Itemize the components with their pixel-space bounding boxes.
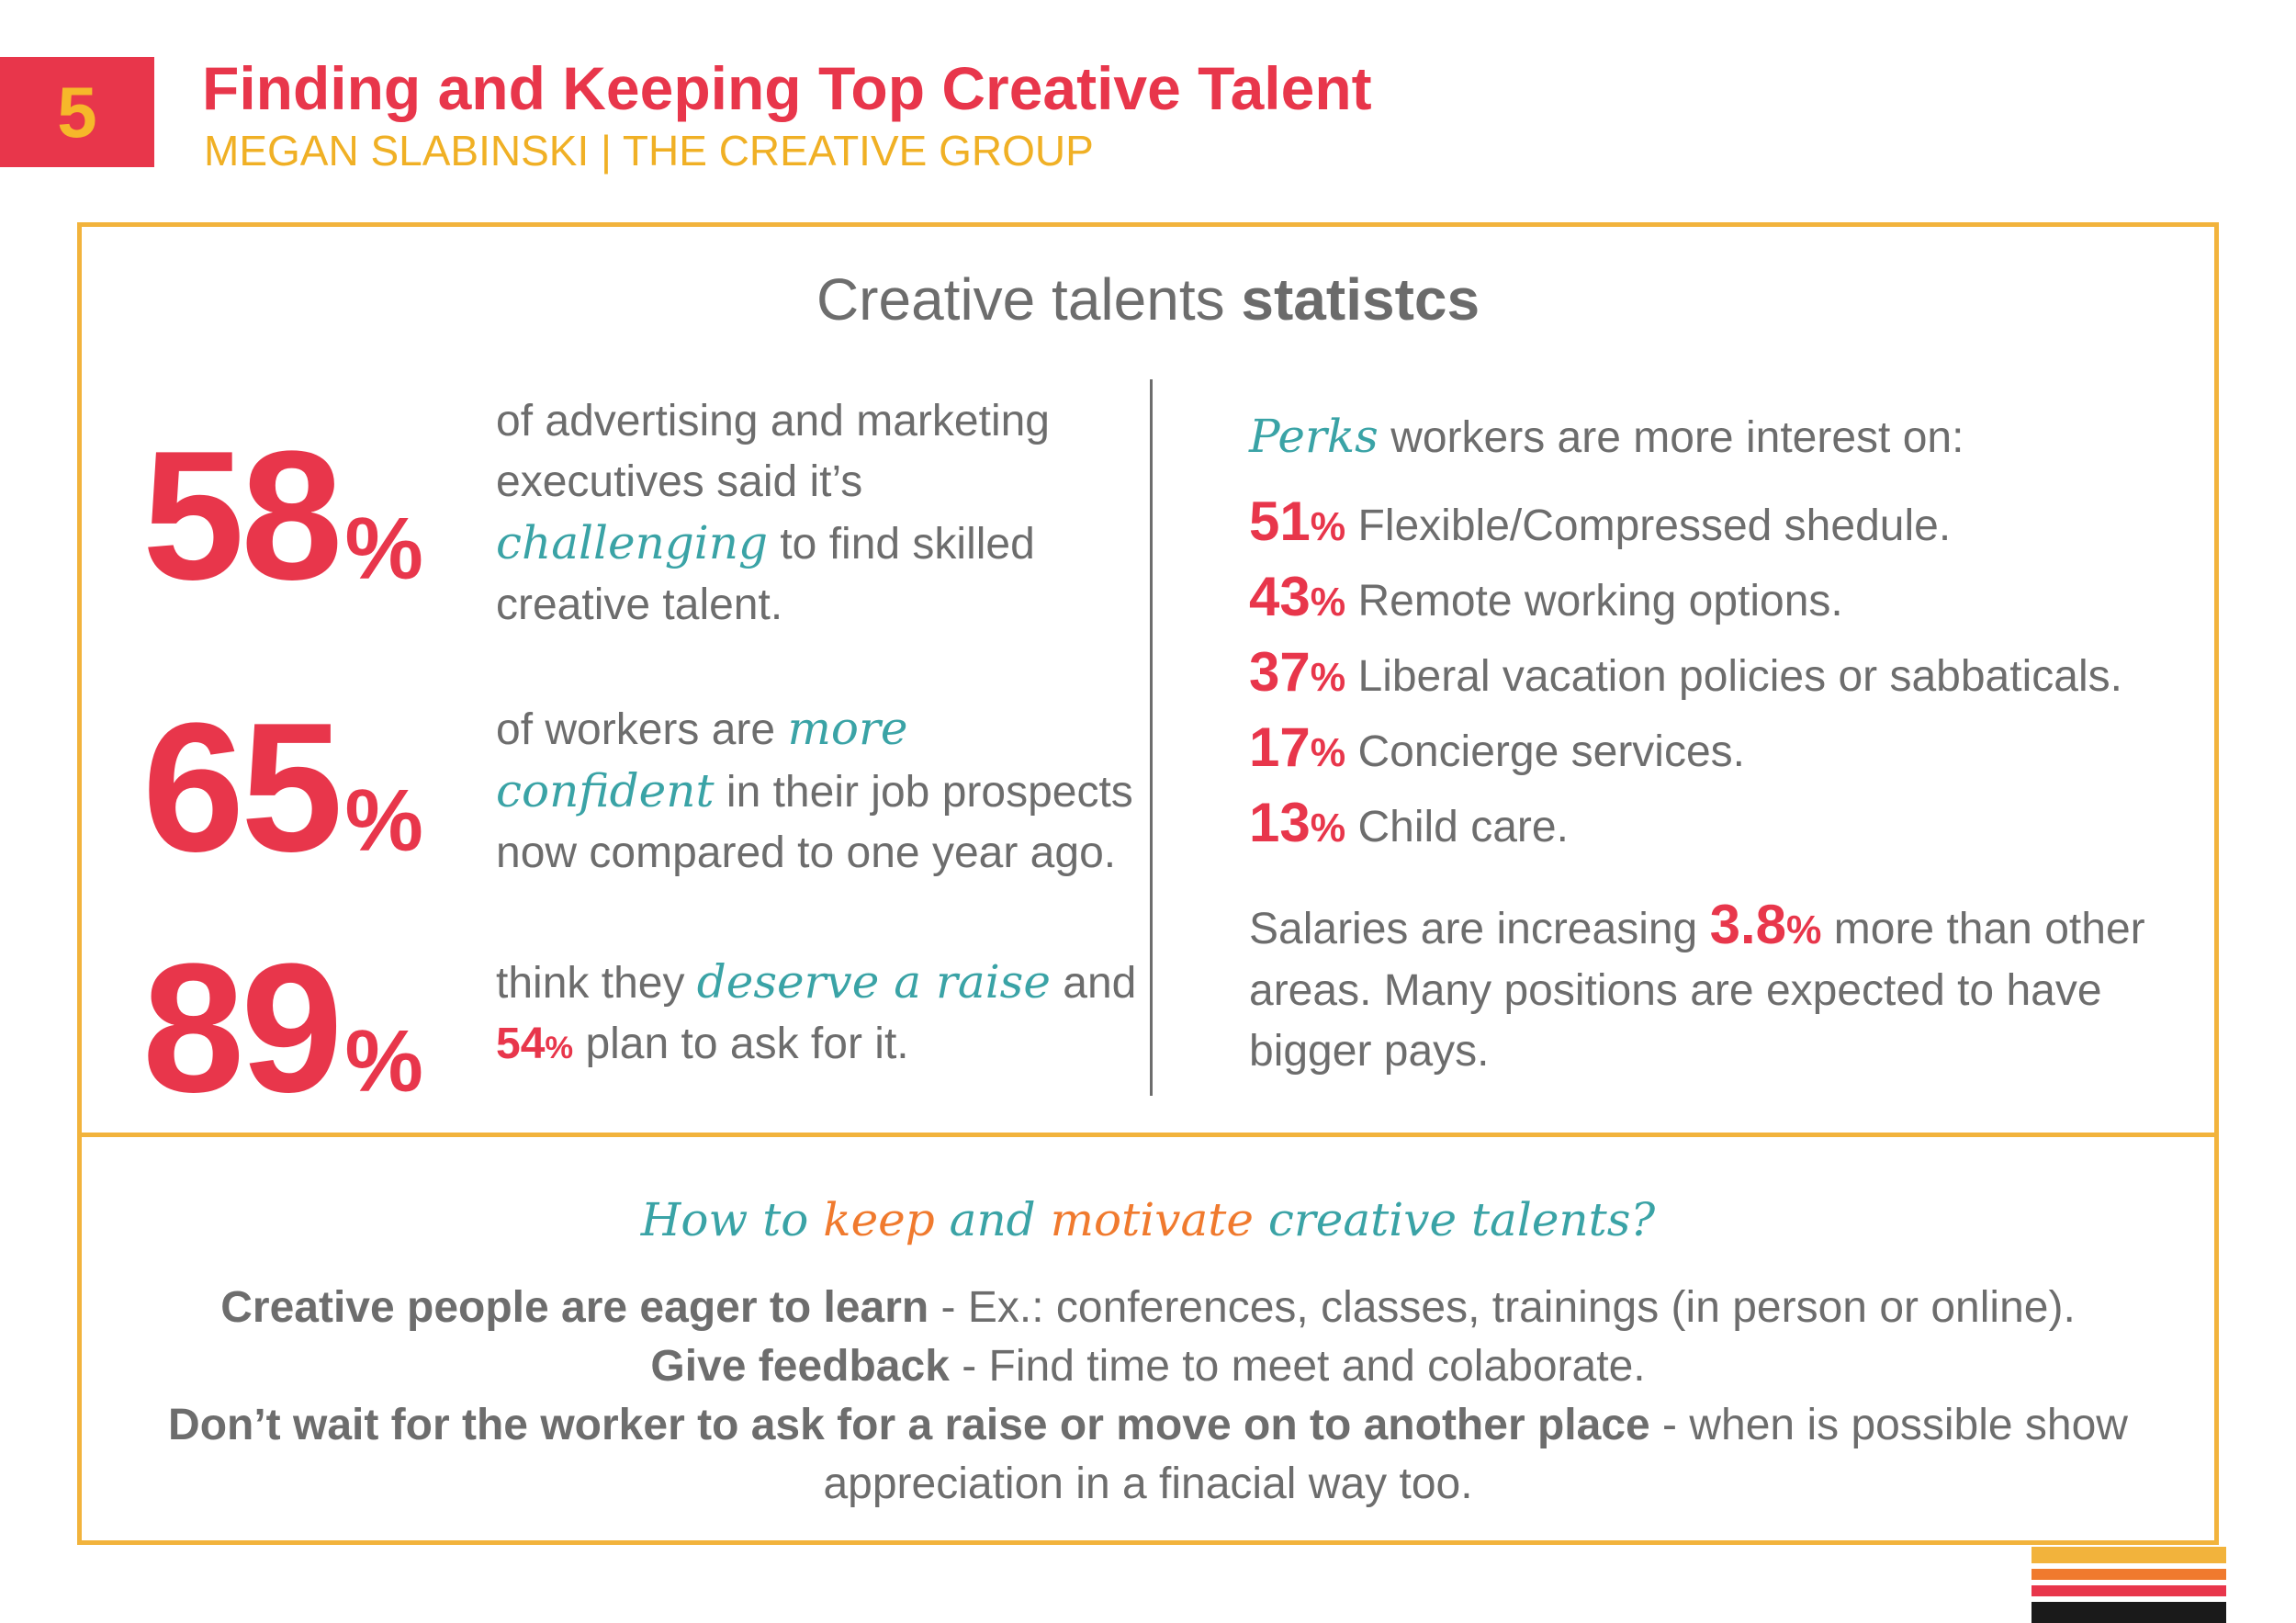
stat-number: 89 <box>142 926 343 1131</box>
stat-number: 65 <box>142 685 343 890</box>
stats-heading-bold: statistcs <box>1241 266 1480 332</box>
perk-item: 13% Child care. <box>1249 788 2122 863</box>
stat-89-text: think they deserve a raise and 54% plan … <box>496 952 1139 1078</box>
stats-heading-normal: Creative talents <box>816 266 1242 332</box>
salary-text-after: more than other areas. Many positions ar… <box>1249 905 2145 1076</box>
stat-highlight: deserve a raise <box>696 955 1051 1009</box>
tip-title: Give feedback <box>650 1342 950 1391</box>
inline-percent-unit: % <box>545 1031 574 1065</box>
column-divider <box>1150 379 1153 1096</box>
keep-heading-part: How to <box>640 1193 824 1246</box>
salary-text-before: Salaries are increasing <box>1249 905 1710 953</box>
keep-heading-part: keep <box>823 1193 935 1246</box>
perks-list: 51% Flexible/Compressed shedule. 43% Rem… <box>1249 487 2122 863</box>
stat-89-value: 89% <box>142 937 423 1154</box>
inline-percent-value: 54 <box>496 1020 546 1068</box>
stat-text-after: to find skilled creative talent. <box>496 520 1035 629</box>
perk-unit: % <box>1310 731 1346 775</box>
stat-58-value: 58% <box>142 424 423 641</box>
tip-text: - Ex.: conferences, classes, trainings (… <box>929 1283 2076 1332</box>
stat-text-before: of workers are <box>496 705 788 754</box>
perks-highlight: Perks <box>1249 410 1379 463</box>
tip-title: Don’t wait for the worker to ask for a r… <box>168 1401 1650 1449</box>
inline-percent: 54% <box>496 1020 573 1068</box>
salary-value: 3.8 <box>1709 894 1787 955</box>
page-subtitle: MEGAN SLABINSKI | THE CREATIVE GROUP <box>204 127 1094 175</box>
perk-label: Liberal vacation policies or sabbaticals… <box>1345 652 2122 701</box>
perk-unit: % <box>1310 505 1346 549</box>
perks-intro: Perks workers are more interest on: <box>1249 406 1964 468</box>
stat-text-before: of advertising and marketing executives … <box>496 397 1050 506</box>
perk-value: 51 <box>1249 490 1311 552</box>
salary-unit: % <box>1786 908 1822 952</box>
perk-label: Remote working options. <box>1345 577 1843 626</box>
content-frame <box>77 222 2219 1545</box>
perk-unit: % <box>1310 580 1346 625</box>
perk-value: 43 <box>1249 566 1311 627</box>
perk-value: 37 <box>1249 641 1311 703</box>
keep-heading-part: and <box>934 1193 1051 1246</box>
perk-value: 17 <box>1249 716 1311 778</box>
perk-unit: % <box>1310 806 1346 851</box>
stat-unit: % <box>344 772 423 870</box>
stat-highlight: challenging <box>496 516 768 569</box>
perk-value: 13 <box>1249 792 1311 853</box>
perk-item: 17% Concierge services. <box>1249 713 2122 788</box>
decor-stripe-black <box>2032 1602 2226 1623</box>
section-number-badge: 5 <box>0 57 154 167</box>
stat-text-before: think they <box>496 959 697 1008</box>
keep-heading-part: motivate <box>1050 1193 1254 1246</box>
perk-unit: % <box>1310 656 1346 700</box>
stat-highlight: more confident <box>496 702 908 817</box>
perk-label: Child care. <box>1345 803 1569 851</box>
tip-item: Creative people are eager to learn - Ex.… <box>77 1279 2219 1337</box>
tip-text: - Find time to meet and colaborate. <box>949 1342 1646 1391</box>
page-title: Finding and Keeping Top Creative Talent <box>202 54 1372 122</box>
stats-heading: Creative talents statistcs <box>0 265 2296 334</box>
salary-note: Salaries are increasing 3.8% more than o… <box>1249 895 2167 1082</box>
keep-tips: Creative people are eager to learn - Ex.… <box>77 1279 2219 1514</box>
stat-unit: % <box>344 500 423 598</box>
stat-number: 58 <box>142 413 343 618</box>
stat-65-text: of workers are more confident in their j… <box>496 698 1139 884</box>
stat-text-after: plan to ask for it. <box>573 1020 909 1068</box>
keep-heading: How to keep and motivate creative talent… <box>0 1178 2296 1257</box>
stat-text-after: in their job prospects now compared to o… <box>496 768 1133 877</box>
perk-item: 43% Remote working options. <box>1249 562 2122 637</box>
stat-58-text: of advertising and marketing executives … <box>496 391 1139 636</box>
tip-item: Give feedback - Find time to meet and co… <box>77 1337 2219 1396</box>
keep-heading-part: creative talents? <box>1253 1193 1656 1246</box>
tip-title: Creative people are eager to learn <box>220 1283 929 1332</box>
stat-text-mid: and <box>1050 959 1137 1008</box>
perk-item: 51% Flexible/Compressed shedule. <box>1249 487 2122 562</box>
stat-65-value: 65% <box>142 696 423 913</box>
perks-intro-text: workers are more interest on: <box>1378 413 1964 462</box>
section-divider <box>77 1133 2219 1137</box>
decor-stripe-orange <box>2032 1569 2226 1580</box>
tip-item: Don’t wait for the worker to ask for a r… <box>77 1396 2219 1514</box>
perk-item: 37% Liberal vacation policies or sabbati… <box>1249 637 2122 713</box>
perk-label: Concierge services. <box>1345 727 1745 776</box>
decor-stripe-red <box>2032 1585 2226 1596</box>
decor-stripe-yellow <box>2032 1547 2226 1563</box>
stat-unit: % <box>344 1012 423 1110</box>
tip-text: - when is possible show appreciation in … <box>823 1401 2128 1508</box>
perk-label: Flexible/Compressed shedule. <box>1345 502 1952 550</box>
